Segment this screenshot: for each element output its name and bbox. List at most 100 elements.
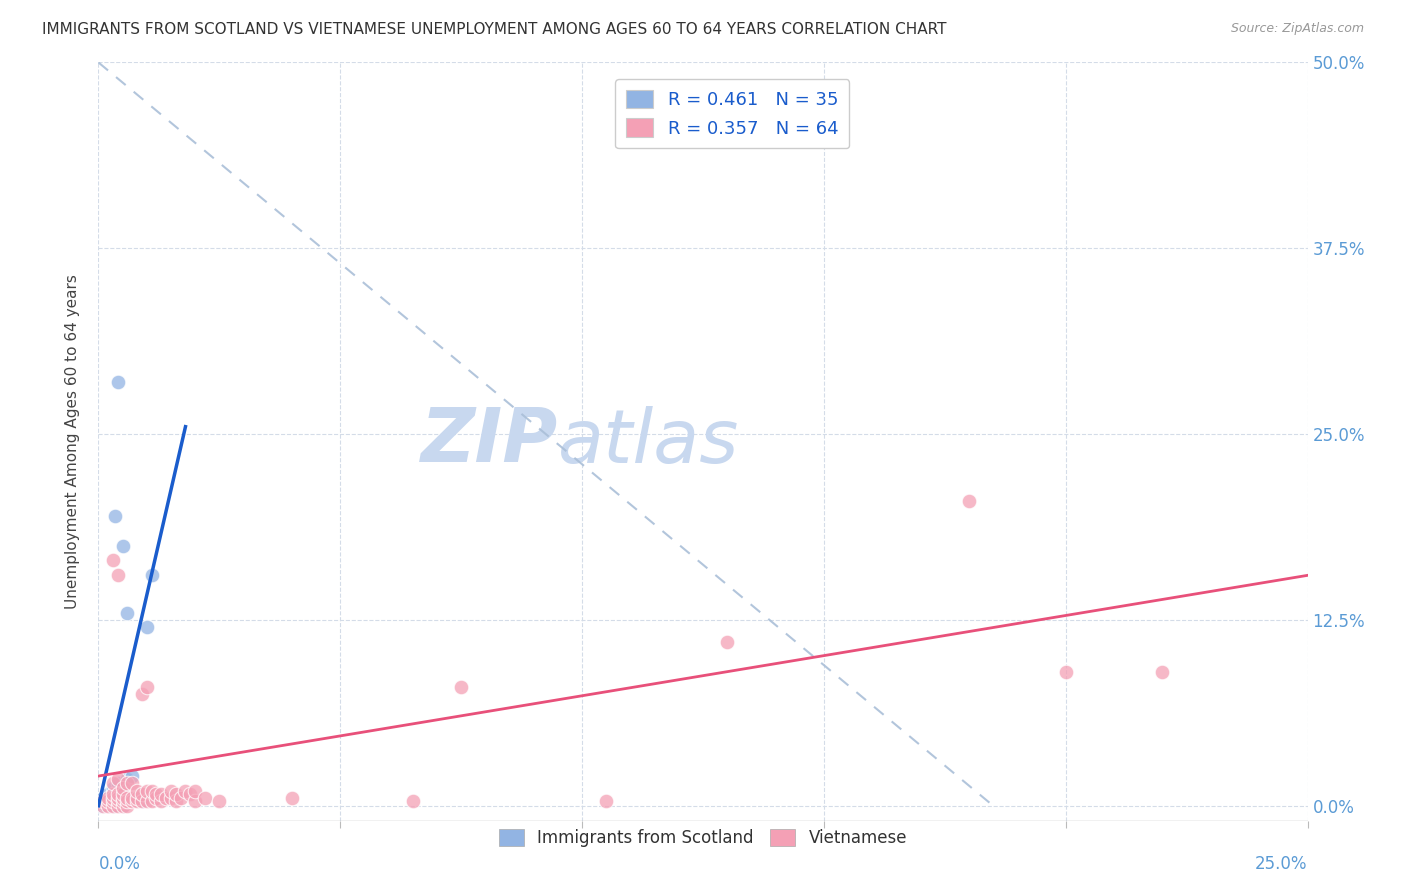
Point <box>97 787 120 801</box>
Point <box>101 780 124 795</box>
Point <box>111 780 134 795</box>
Point <box>450 680 472 694</box>
Point <box>1152 665 1174 679</box>
Point <box>127 791 149 805</box>
Point <box>91 798 114 813</box>
Point <box>107 772 129 786</box>
Point <box>402 794 425 808</box>
Point <box>135 620 157 634</box>
Point <box>91 791 114 805</box>
Point <box>165 787 187 801</box>
Point <box>104 798 127 813</box>
Point <box>160 791 183 805</box>
Point <box>184 784 207 798</box>
Point <box>111 794 134 808</box>
Point <box>107 798 129 813</box>
Point <box>127 791 149 805</box>
Text: atlas: atlas <box>558 406 740 477</box>
Point <box>108 794 131 808</box>
Point <box>595 794 617 808</box>
Text: 25.0%: 25.0% <box>1256 855 1308 872</box>
Point <box>107 776 129 790</box>
Point <box>131 787 153 801</box>
Point <box>145 787 167 801</box>
Point <box>117 798 139 813</box>
Point <box>135 784 157 798</box>
Point <box>145 791 167 805</box>
Point <box>104 791 127 805</box>
Point <box>716 635 738 649</box>
Point <box>107 568 129 582</box>
Point <box>135 680 157 694</box>
Point <box>121 794 143 808</box>
Point <box>281 791 304 805</box>
Point <box>111 791 134 805</box>
Point <box>117 606 139 620</box>
Point <box>111 787 134 801</box>
Point <box>117 791 139 805</box>
Point <box>97 794 120 808</box>
Point <box>91 794 114 808</box>
Point <box>117 794 139 808</box>
Point <box>194 791 217 805</box>
Point <box>101 787 124 801</box>
Point <box>97 794 120 808</box>
Point <box>117 772 139 786</box>
Point <box>150 787 173 801</box>
Point <box>101 553 124 567</box>
Point <box>155 791 177 805</box>
Point <box>160 784 183 798</box>
Point <box>107 375 129 389</box>
Point <box>121 776 143 790</box>
Point <box>184 794 207 808</box>
Point <box>121 791 143 805</box>
Point <box>131 794 153 808</box>
Point <box>101 798 124 813</box>
Point <box>101 776 124 790</box>
Point <box>97 798 120 813</box>
Point <box>121 794 143 808</box>
Point <box>957 494 980 508</box>
Point <box>101 798 124 813</box>
Point <box>169 791 191 805</box>
Point <box>111 780 134 795</box>
Point <box>127 784 149 798</box>
Point <box>97 798 120 813</box>
Point <box>100 798 122 813</box>
Point <box>127 794 149 808</box>
Point <box>131 687 153 701</box>
Legend: Immigrants from Scotland, Vietnamese: Immigrants from Scotland, Vietnamese <box>492 822 914 854</box>
Point <box>174 784 197 798</box>
Point <box>141 784 163 798</box>
Point <box>121 769 143 783</box>
Point <box>107 794 129 808</box>
Point <box>104 508 127 523</box>
Point <box>94 791 117 805</box>
Point <box>101 794 124 808</box>
Point <box>111 539 134 553</box>
Point <box>117 794 139 808</box>
Text: IMMIGRANTS FROM SCOTLAND VS VIETNAMESE UNEMPLOYMENT AMONG AGES 60 TO 64 YEARS CO: IMMIGRANTS FROM SCOTLAND VS VIETNAMESE U… <box>42 22 946 37</box>
Text: Source: ZipAtlas.com: Source: ZipAtlas.com <box>1230 22 1364 36</box>
Point <box>150 794 173 808</box>
Point <box>117 776 139 790</box>
Point <box>141 568 163 582</box>
Point <box>90 798 112 813</box>
Point <box>101 794 124 808</box>
Point <box>91 798 114 813</box>
Point <box>94 798 117 813</box>
Point <box>111 798 134 813</box>
Point <box>101 791 124 805</box>
Point <box>97 791 120 805</box>
Point <box>101 787 124 801</box>
Point <box>131 794 153 808</box>
Point <box>107 794 129 808</box>
Point <box>111 798 134 813</box>
Point <box>100 794 122 808</box>
Point <box>208 794 231 808</box>
Text: 0.0%: 0.0% <box>98 855 141 872</box>
Text: ZIP: ZIP <box>420 405 558 478</box>
Point <box>141 794 163 808</box>
Point <box>135 794 157 808</box>
Point <box>107 784 129 798</box>
